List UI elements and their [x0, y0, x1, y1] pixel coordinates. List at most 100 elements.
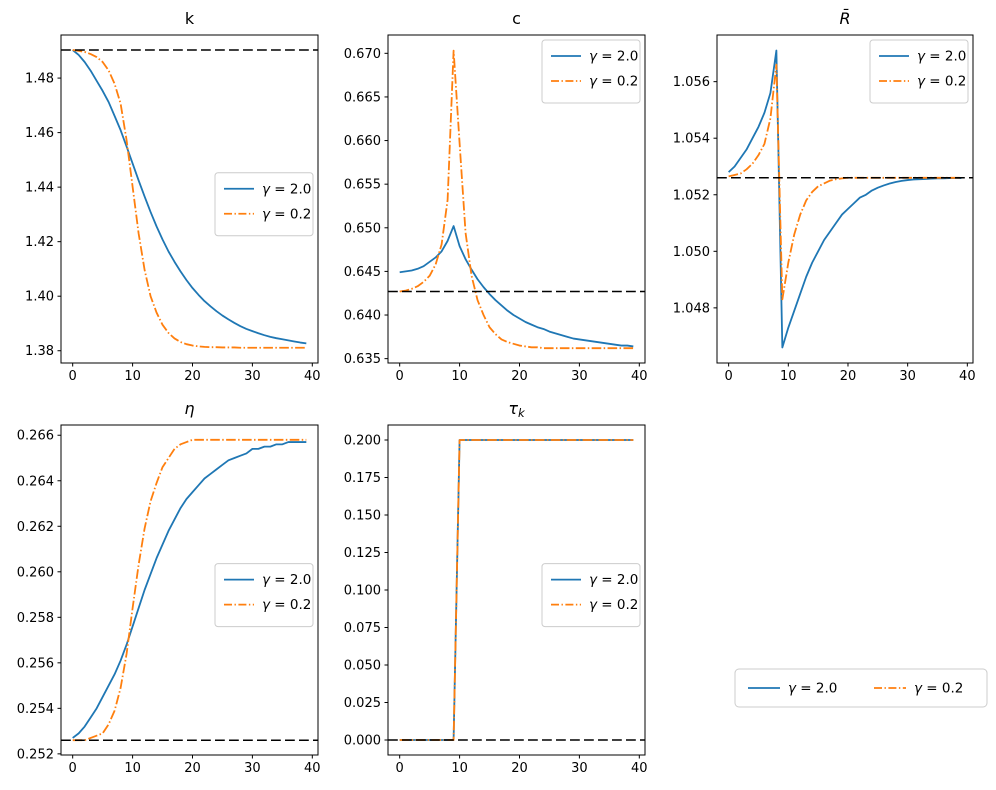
y-tick-label: 0.200	[344, 434, 381, 449]
series-line-gamma-0_2	[399, 49, 634, 350]
x-tick-label: 30	[244, 369, 261, 384]
y-tick-label: 0.262	[17, 520, 54, 535]
y-tick-label: 1.48	[25, 72, 54, 87]
x-tick-label: 20	[511, 369, 528, 384]
series-line-gamma-0_2	[72, 49, 307, 349]
y-tick-label: 0.645	[344, 265, 381, 280]
y-tick-label: 0.025	[344, 696, 381, 711]
y-tick-label: 0.635	[344, 352, 381, 367]
x-tick-label: 30	[571, 369, 588, 384]
subplot-title: c	[512, 9, 521, 28]
y-tick-label: 1.46	[25, 126, 54, 141]
y-tick-label: 0.260	[17, 565, 54, 580]
legend-c-label: γ = 0.2	[589, 74, 638, 90]
y-tick-label: 1.056	[673, 75, 710, 90]
x-tick-label: 30	[899, 369, 916, 384]
legend-tauk-label: γ = 2.0	[589, 572, 638, 588]
y-tick-label: 0.665	[344, 90, 381, 105]
x-tick-label: 0	[396, 761, 404, 776]
series-line-gamma-0_2	[72, 438, 307, 742]
legend-eta-label: γ = 2.0	[262, 572, 311, 588]
y-tick-label: 1.054	[673, 132, 710, 147]
figure-legend-label: γ = 2.0	[788, 681, 837, 697]
x-tick-label: 0	[69, 369, 77, 384]
axes-box	[387, 424, 646, 756]
y-tick-label: 0.252	[17, 747, 54, 762]
x-tick-label: 40	[959, 369, 976, 384]
axes-box	[60, 424, 319, 756]
subplot-eta: 0 10 20 30 40 0.252 0.254 0.256 0.258 0.260 0.262 0…	[17, 399, 321, 776]
axes-box	[716, 34, 974, 364]
legend-c-label: γ = 2.0	[589, 49, 638, 65]
x-tick-label: 30	[244, 761, 261, 776]
x-tick-label: 30	[571, 761, 588, 776]
y-tick-label: 0.150	[344, 509, 381, 524]
subplot-title: τk	[508, 399, 526, 420]
y-tick-label: 0.258	[17, 611, 54, 626]
legend-rbar-label: γ = 2.0	[917, 49, 966, 65]
x-tick-label: 20	[511, 761, 528, 776]
x-tick-label: 40	[631, 369, 648, 384]
y-tick-label: 0.670	[344, 47, 381, 62]
x-tick-label: 40	[631, 761, 648, 776]
x-tick-label: 0	[69, 761, 77, 776]
y-tick-label: 0.050	[344, 659, 381, 674]
subplot-c: 0 10 20 30 40 0.635 0.640 0.645 0.650 0.655 0.660 0…	[344, 9, 648, 384]
axes-box	[387, 34, 646, 364]
y-tick-label: 0.254	[17, 702, 54, 717]
figure-legend: γ = 2.0 γ = 0.2	[734, 668, 988, 708]
x-tick-label: 20	[184, 761, 201, 776]
series-line-gamma-2_0	[72, 441, 307, 739]
y-tick-label: 1.42	[25, 235, 54, 250]
axes-box	[60, 34, 319, 364]
y-tick-label: 1.052	[673, 188, 710, 203]
series-group	[399, 49, 634, 350]
x-tick-label: 40	[304, 369, 321, 384]
subplot-k: 0 10 20 30 40 1.38 1.40 1.42 1.44 1.46 1.48 k γ = 2.…	[25, 9, 321, 384]
y-tick-label: 1.44	[25, 181, 54, 196]
subplot-title: η	[184, 399, 194, 418]
x-tick-label: 10	[124, 369, 141, 384]
x-tick-label: 40	[304, 761, 321, 776]
y-tick-label: 0.075	[344, 621, 381, 636]
subplot-tauk: 0 10 20 30 40 0.000 0.025 0.050 0.075 0.100 0.125 0…	[344, 399, 648, 776]
series-group	[72, 49, 307, 349]
series-line-gamma-2_0	[728, 49, 962, 349]
x-tick-label: 10	[780, 369, 797, 384]
legend-eta-label: γ = 0.2	[262, 597, 311, 613]
y-tick-label: 0.256	[17, 656, 54, 671]
legend-rbar-label: γ = 0.2	[917, 74, 966, 90]
y-tick-label: 0.100	[344, 584, 381, 599]
x-tick-label: 10	[451, 761, 468, 776]
y-tick-label: 0.264	[17, 474, 54, 489]
y-tick-label: 1.38	[25, 344, 54, 359]
y-tick-label: 1.048	[673, 301, 710, 316]
subplot-rbar: 0 10 20 30 40 1.048 1.050 1.052 1.054 1.056 R̄ γ = …	[673, 9, 976, 384]
legend-tauk-label: γ = 0.2	[589, 597, 638, 613]
x-tick-label: 20	[184, 369, 201, 384]
y-tick-label: 0.175	[344, 471, 381, 486]
legend-k-label: γ = 2.0	[262, 181, 311, 197]
y-tick-label: 0.650	[344, 221, 381, 236]
series-line-gamma-2_0	[399, 225, 634, 348]
figure-legend-label: γ = 0.2	[914, 681, 963, 697]
y-tick-label: 0.125	[344, 546, 381, 561]
x-tick-label: 10	[124, 761, 141, 776]
y-tick-label: 1.40	[25, 290, 54, 305]
y-tick-label: 0.266	[17, 429, 54, 444]
subplot-title: k	[185, 9, 195, 28]
y-tick-label: 1.050	[673, 245, 710, 260]
y-tick-label: 0.640	[344, 309, 381, 324]
subplot-title: R̄	[839, 9, 850, 28]
x-tick-label: 0	[396, 369, 404, 384]
series-line-gamma-2_0	[72, 49, 307, 345]
y-tick-label: 0.000	[344, 734, 381, 749]
x-tick-label: 0	[724, 369, 732, 384]
y-tick-label: 0.655	[344, 178, 381, 193]
series-group	[72, 438, 307, 742]
x-tick-label: 10	[451, 369, 468, 384]
figure-legend-box	[734, 668, 988, 708]
y-tick-label: 0.660	[344, 134, 381, 149]
